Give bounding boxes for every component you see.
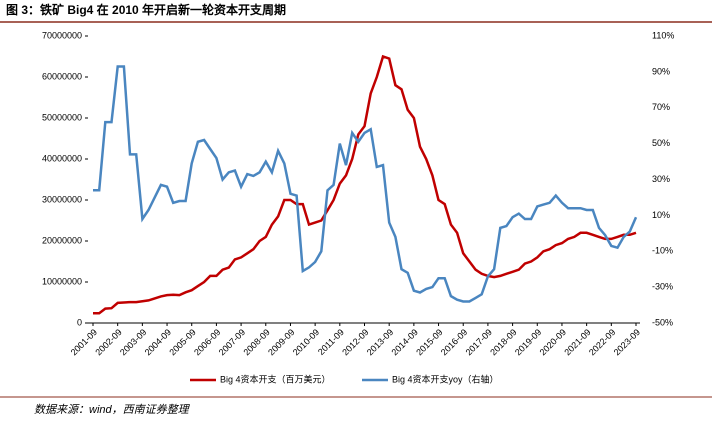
x-tick-label: 2023-09 xyxy=(612,327,642,357)
y-tick-label: 30000000 xyxy=(42,194,82,204)
y-tick-label: 20000000 xyxy=(42,235,82,245)
series-line xyxy=(93,54,637,315)
y2-tick-label: 70% xyxy=(652,102,670,112)
series-line xyxy=(93,65,638,303)
y2-tick-label: 110% xyxy=(652,30,674,40)
x-tick-label: 2010-09 xyxy=(291,327,321,357)
chart-title: 图 3：铁矿 Big4 在 2010 年开启新一轮资本开支周期 xyxy=(6,2,286,17)
y-tick-label: 70000000 xyxy=(42,30,82,40)
legend-label: Big 4资本开支（百万美元） xyxy=(220,373,331,384)
y2-tick-label: 30% xyxy=(652,174,670,184)
y2-tick-label: 10% xyxy=(652,210,670,220)
y-tick-label: 40000000 xyxy=(42,153,82,163)
legend-label: Big 4资本开支yoy（右轴） xyxy=(392,373,499,384)
y2-tick-label: 90% xyxy=(652,66,670,76)
y-tick-label: 50000000 xyxy=(42,112,82,122)
source: 数据来源：wind，西南证券整理 xyxy=(34,403,191,416)
y-tick-label: 10000000 xyxy=(42,276,82,286)
y-tick-label: 60000000 xyxy=(42,71,82,81)
y2-tick-label: -10% xyxy=(652,246,673,256)
y2-tick-label: 50% xyxy=(652,138,670,148)
y-tick-label: 0 xyxy=(77,317,82,327)
y2-tick-label: -30% xyxy=(652,282,673,292)
y2-tick-label: -50% xyxy=(652,317,673,327)
